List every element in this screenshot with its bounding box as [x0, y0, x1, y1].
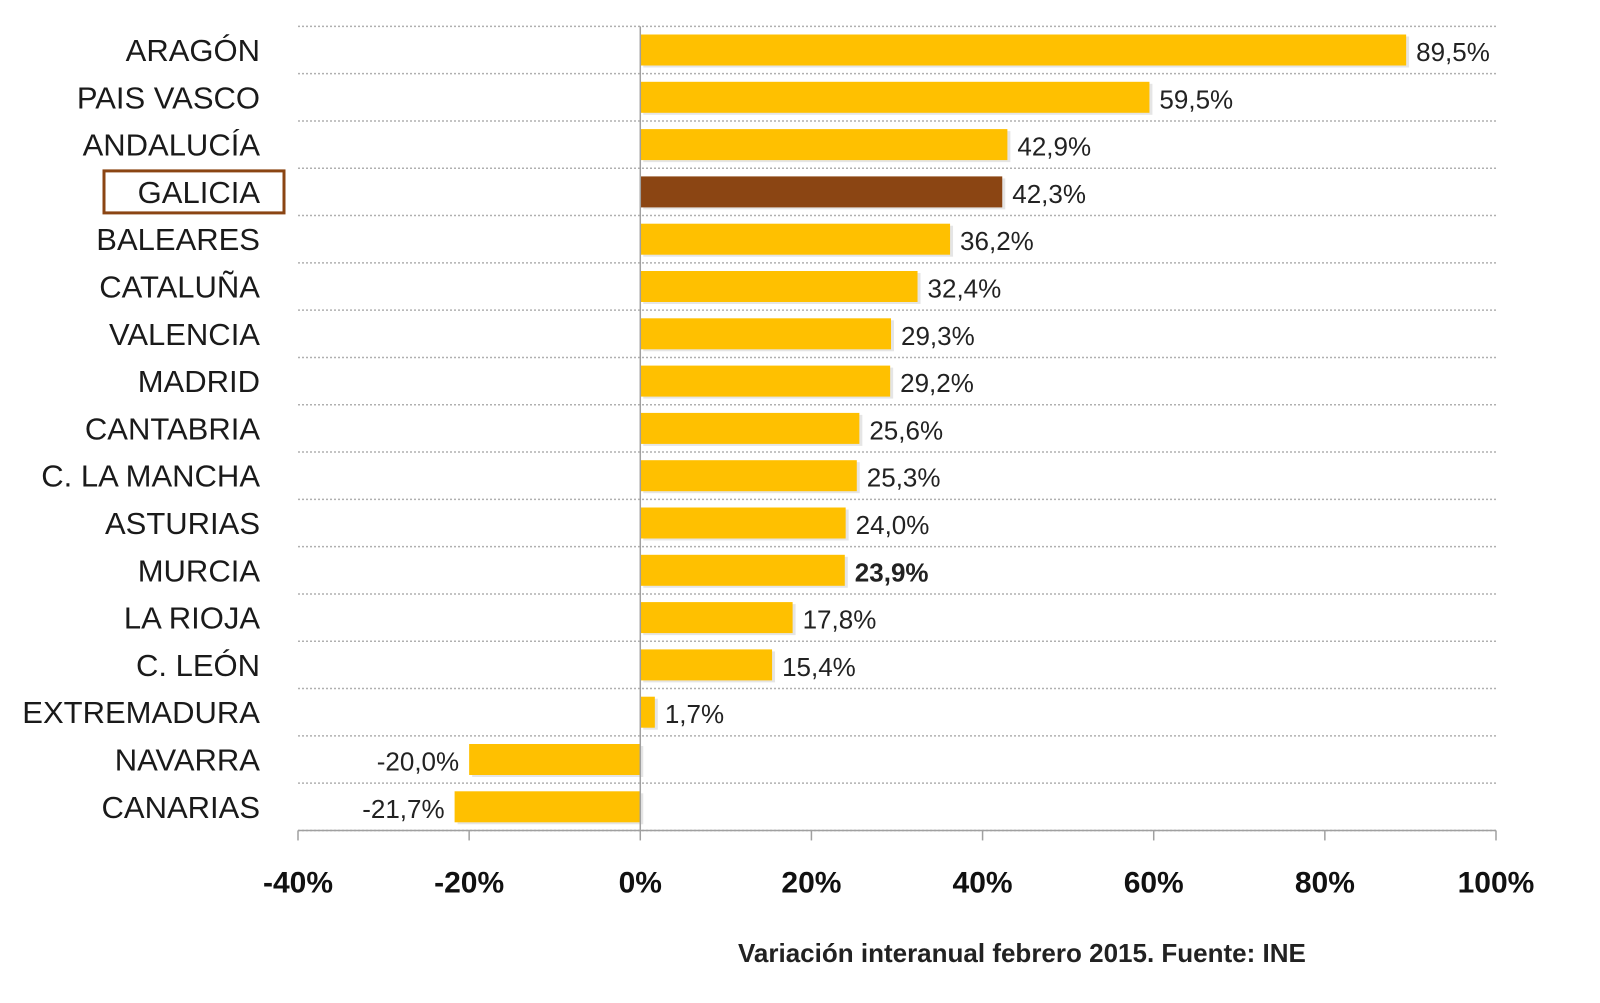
category-label: NAVARRA — [115, 743, 261, 778]
bar-andalucía — [640, 129, 1008, 161]
value-label: 42,3% — [1012, 179, 1086, 209]
bar-cataluña — [640, 271, 918, 302]
x-tick-label: 20% — [781, 866, 841, 899]
bar-murcia — [640, 554, 845, 586]
bar-baleares — [640, 223, 951, 255]
category-label: ANDALUCÍA — [83, 128, 261, 163]
category-label: CATALUÑA — [99, 270, 260, 305]
value-labels: 89,5% 59,5% 42,9% 42,3% 36,2% 32,4% 29,3% 29,2%… — [362, 37, 1490, 824]
category-label: CANTABRIA — [85, 411, 260, 446]
x-tick-label: -40% — [263, 866, 333, 899]
bar-extremadura — [640, 696, 655, 728]
category-labels: ARAGÓN PAIS VASCO ANDALUCÍA GALICIA BALEARES… — [22, 33, 286, 825]
value-label: 24,0% — [856, 510, 930, 540]
value-label: 23,9% — [855, 557, 929, 587]
value-label: 32,4% — [928, 274, 1002, 304]
bar-madrid — [640, 365, 891, 397]
highlight-box — [102, 169, 286, 215]
value-label: 42,9% — [1017, 132, 1091, 162]
value-label: 36,2% — [960, 226, 1034, 256]
category-label: C. LEÓN — [136, 648, 260, 683]
bar-valencia — [640, 318, 892, 350]
category-label: MURCIA — [138, 553, 261, 588]
bar-cantabria — [640, 412, 860, 444]
category-label: ASTURIAS — [105, 506, 260, 541]
x-tick-label: -20% — [434, 866, 504, 899]
category-label: GALICIA — [138, 175, 261, 210]
bar-navarra — [469, 744, 641, 775]
bar-c-la-mancha — [640, 460, 857, 492]
value-label: 29,2% — [900, 368, 974, 398]
bar-galicia — [640, 176, 1003, 208]
category-label: PAIS VASCO — [77, 80, 260, 115]
category-label: CANARIAS — [102, 790, 260, 825]
value-label: 15,4% — [782, 652, 856, 682]
value-label: 89,5% — [1416, 37, 1490, 67]
source-caption: Variación interanual febrero 2015. Fuent… — [738, 938, 1306, 968]
value-label: 29,3% — [901, 321, 975, 351]
category-label: VALENCIA — [109, 317, 260, 352]
bar-c-león — [640, 649, 773, 681]
value-label: 1,7% — [665, 699, 724, 729]
bar-aragón — [640, 34, 1407, 66]
bar-asturias — [640, 507, 846, 539]
category-label: LA RIOJA — [124, 601, 260, 636]
x-tick-label: 100% — [1458, 866, 1535, 899]
category-label: ARAGÓN — [126, 33, 260, 68]
x-tick-label: 40% — [953, 866, 1013, 899]
category-label: C. LA MANCHA — [41, 459, 260, 494]
value-label: 25,6% — [869, 415, 943, 445]
x-tick-label: 80% — [1295, 866, 1355, 899]
value-label: 17,8% — [803, 605, 877, 635]
x-tick-label: 0% — [619, 866, 662, 899]
x-tick-label: 60% — [1124, 866, 1184, 899]
value-label: 59,5% — [1159, 84, 1233, 114]
bar-la-rioja — [640, 602, 793, 634]
bar-pais-vasco — [640, 81, 1150, 113]
value-label: -20,0% — [377, 747, 459, 777]
category-label: EXTREMADURA — [22, 695, 260, 730]
bars — [454, 34, 1410, 825]
category-label: MADRID — [138, 364, 260, 399]
category-label: BALEARES — [96, 222, 260, 257]
value-label: -21,7% — [362, 794, 444, 824]
x-axis: -40% -20% 0% 20% 40% 60% 80% 100% — [263, 26, 1534, 899]
value-label: 25,3% — [867, 463, 941, 493]
bar-canarias — [454, 791, 641, 823]
